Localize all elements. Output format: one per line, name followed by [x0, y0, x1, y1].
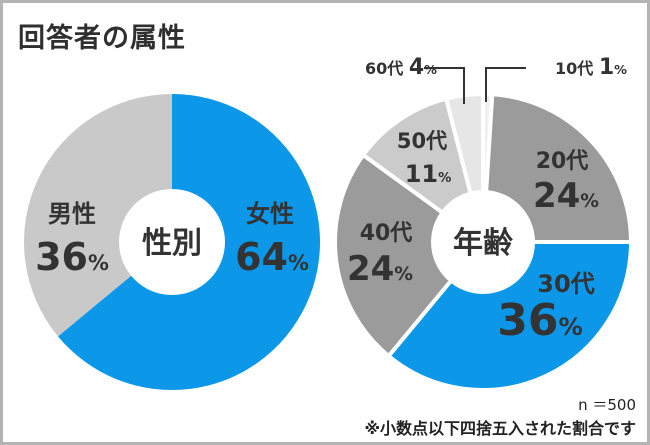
- slice-label: 男性: [48, 200, 96, 228]
- pie-slice-男性: [24, 94, 173, 337]
- slice-label: 20代: [536, 149, 589, 174]
- donut-hole: [431, 190, 535, 294]
- slice-label: 10代 1%: [555, 55, 627, 80]
- slice-value: 1: [599, 55, 614, 80]
- slice-label: 60代 4%: [365, 55, 437, 80]
- slice-label: 40代: [360, 221, 413, 246]
- slice-value: 24%: [533, 176, 599, 216]
- slice-label: 女性: [246, 200, 294, 228]
- slice-value: 36%: [35, 235, 109, 279]
- rounding-note: ※小数点以下四捨五入された割合です: [364, 419, 636, 438]
- chart-title: 回答者の属性: [18, 23, 186, 54]
- leader-line-10s: [485, 67, 526, 102]
- pie-slice-40代: [333, 152, 486, 359]
- center-label: 性別: [142, 226, 202, 261]
- pie-slice-20代: [480, 92, 634, 244]
- slice-label: 50代: [397, 129, 447, 153]
- donut-hole: [119, 189, 225, 295]
- sample-size: n ＝500: [578, 396, 636, 414]
- leader-line-60s: [424, 67, 465, 104]
- center-label: 年齢: [453, 226, 513, 261]
- slice-value: 4: [409, 55, 424, 80]
- pie-slice-30代: [385, 240, 634, 392]
- slice-label: 30代: [537, 270, 594, 298]
